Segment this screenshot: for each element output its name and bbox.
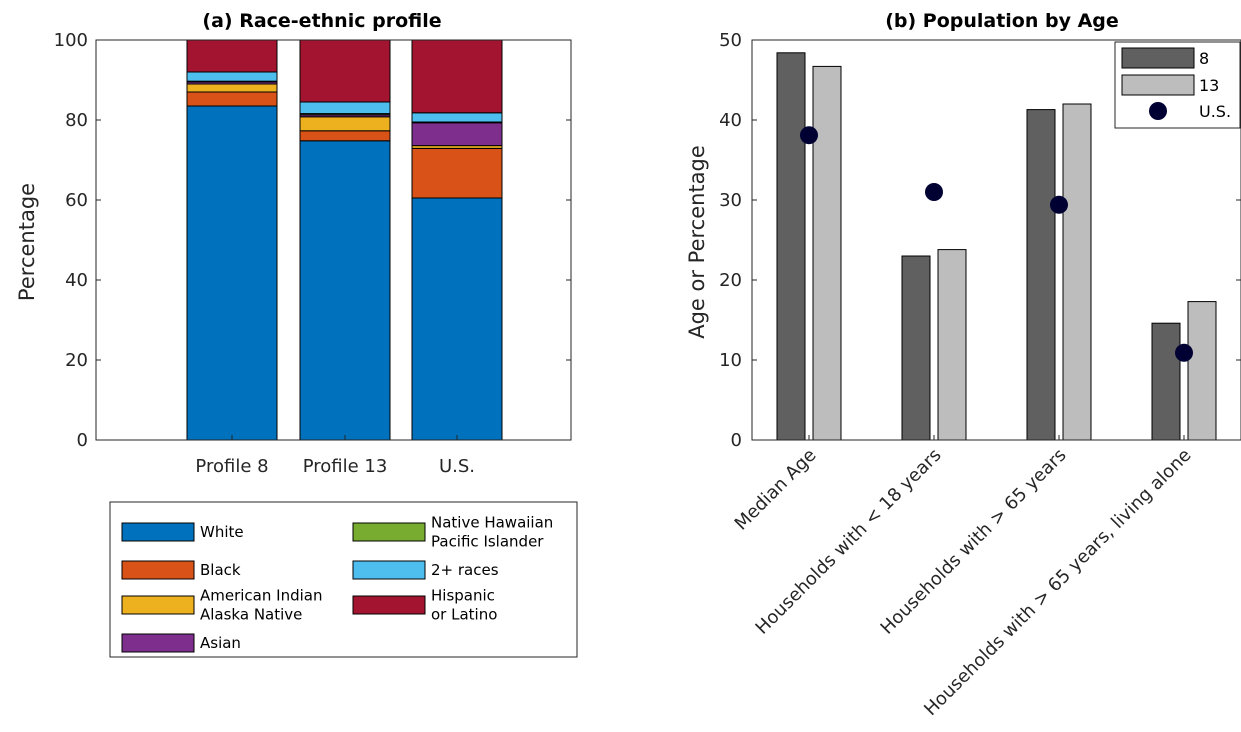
- legend-swatch-13: [1121, 74, 1195, 96]
- bar-segment-profile-8-white: [186, 105, 278, 441]
- bar-segment-u-s-black: [411, 147, 503, 199]
- x-tick-label-households-with-65-years-living-alone: Households with > 65 years, living alone: [920, 445, 1195, 720]
- race-ethnic-bars: [186, 39, 503, 441]
- legend-label-black: Black: [200, 561, 241, 579]
- bar-segment-u-s-hispanic-or-latino: [411, 39, 503, 114]
- legend-swatch-8: [1121, 47, 1195, 69]
- population-age-panel: (b) Population by Age Median Age Househol…: [685, 10, 1241, 720]
- bar-households-with-18-years-13: [937, 249, 967, 441]
- race-ethnic-legend: White Black American Indian Alaska Native As…: [109, 501, 578, 658]
- bar-segment-profile-13-hispanic-or-latino: [299, 39, 391, 103]
- x-tick-label-group-median-age: Median Age: [731, 445, 821, 535]
- y-tick-label-10: 10: [719, 350, 742, 371]
- bar-segment-profile-8-hispanic-or-latino: [186, 39, 278, 73]
- race-ethnic-title: (a) Race-ethnic profile: [202, 10, 441, 32]
- y-tick-label-30: 30: [719, 190, 742, 211]
- legend-marker-u-s: [1149, 102, 1167, 120]
- population-age-bars: [776, 52, 1217, 441]
- legend-swatch-hispanic-or-latino: [352, 595, 426, 615]
- legend-swatch-white: [121, 522, 195, 542]
- bar-segment-u-s-asian: [411, 122, 503, 147]
- legend-label-2-races: 2+ races: [431, 561, 499, 579]
- x-tick-label-profile-8: Profile 8: [195, 456, 268, 477]
- bar-segment-u-s-2-races: [411, 112, 503, 123]
- population-age-axes-box: [751, 39, 1241, 441]
- legend-swatch-native-hawaiian-pacific-islander: [352, 522, 426, 542]
- bar-segment-profile-13-white: [299, 140, 391, 441]
- bar-segment-profile-8-american-indian-alaska-native: [186, 83, 278, 93]
- y-tick-label-0: 0: [731, 430, 742, 451]
- race-ethnic-ticks: Profile 8 Profile 13 U.S. 0 20 40 60 80 100: [54, 30, 571, 477]
- bar-median-age-13: [812, 65, 842, 441]
- race-ethnic-panel: (a) Race-ethnic profile Profile 8 Profile…: [15, 10, 578, 658]
- y-tick-label-60: 60: [65, 190, 88, 211]
- y-tick-label-40: 40: [719, 110, 742, 131]
- legend-swatch-american-indian-alaska-native: [121, 595, 195, 615]
- y-tick-label-80: 80: [65, 110, 88, 131]
- legend-label-native-hawaiian-pacific-islander: Native Hawaiian Pacific Islander: [431, 514, 553, 551]
- legend-swatch-black: [121, 560, 195, 580]
- y-tick-label-20: 20: [65, 350, 88, 371]
- bar-segment-profile-8-2-races: [186, 71, 278, 82]
- legend-label-american-indian-alaska-native: American Indian Alaska Native: [200, 587, 322, 624]
- marker-households-with-18-years-u-s: [925, 183, 943, 201]
- bar-segment-profile-13-2-races: [299, 101, 391, 115]
- legend-swatch-2-races: [352, 560, 426, 580]
- bar-households-with-18-years-8: [901, 255, 931, 441]
- x-tick-label-median-age: Median Age: [731, 445, 821, 535]
- bar-households-with-65-years-living-alone-8: [1151, 322, 1181, 441]
- y-tick-label-50: 50: [719, 30, 742, 51]
- race-ethnic-axes-box: [95, 39, 572, 441]
- bar-segment-profile-8-black: [186, 91, 278, 107]
- y-tick-label-0: 0: [77, 430, 88, 451]
- bar-median-age-8: [776, 52, 806, 441]
- bar-segment-u-s-white: [411, 197, 503, 441]
- bar-segment-profile-13-american-indian-alaska-native: [299, 116, 391, 132]
- x-tick-label-group-households-with-65-years-living-alone: Households with > 65 years, living alone: [920, 445, 1195, 720]
- marker-households-with-65-years-living-alone-u-s: [1175, 343, 1193, 362]
- legend-label-white: White: [200, 523, 244, 541]
- bar-households-with-65-years-13: [1062, 103, 1092, 441]
- legend-label-hispanic-or-latino: Hispanic or Latino: [431, 587, 497, 624]
- population-age-ylabel: Age or Percentage: [685, 145, 709, 339]
- bar-segment-profile-13-black: [299, 130, 391, 142]
- legend-swatch-asian: [121, 633, 195, 653]
- x-tick-label-profile-13: Profile 13: [303, 456, 388, 477]
- population-age-legend: 8 13 U.S.: [1114, 41, 1241, 129]
- bar-households-with-65-years-living-alone-13: [1187, 301, 1217, 441]
- marker-median-age-u-s: [800, 126, 818, 145]
- marker-households-with-65-years-u-s: [1050, 195, 1068, 214]
- legend-label-asian: Asian: [200, 634, 241, 652]
- legend-label-u-s: U.S.: [1199, 102, 1231, 121]
- y-tick-label-20: 20: [719, 270, 742, 291]
- x-tick-label-u-s: U.S.: [439, 456, 475, 477]
- y-tick-label-100: 100: [54, 30, 88, 51]
- bar-households-with-65-years-8: [1026, 109, 1056, 441]
- legend-label-13: 13: [1199, 76, 1219, 95]
- legend-label-8: 8: [1199, 49, 1209, 68]
- y-tick-label-40: 40: [65, 270, 88, 291]
- race-ethnic-ylabel: Percentage: [15, 183, 39, 301]
- population-age-title: (b) Population by Age: [885, 10, 1119, 32]
